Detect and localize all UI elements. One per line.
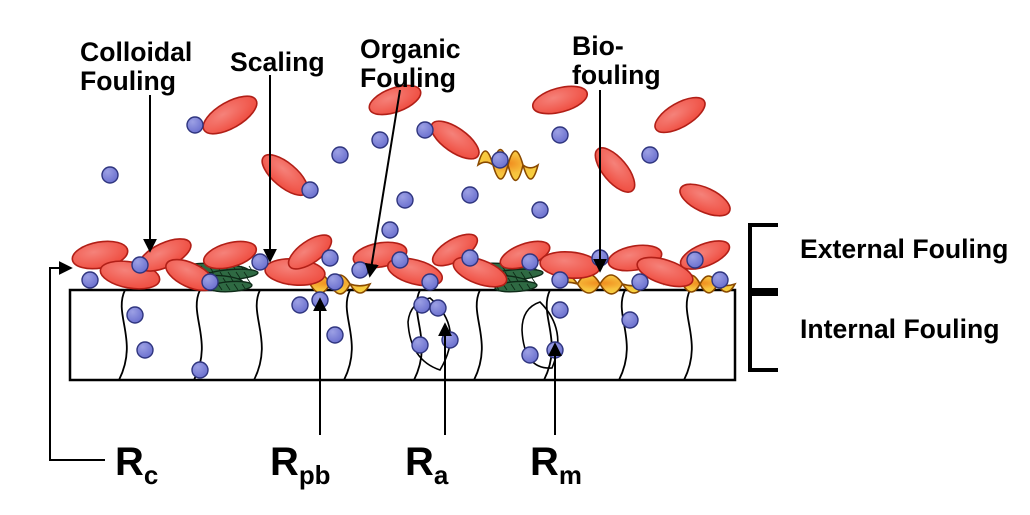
label-colloidal: Colloidal Fouling (80, 38, 192, 97)
membrane (70, 290, 735, 380)
label-external: External Fouling (800, 235, 1008, 264)
resist-rc: Rc (115, 440, 158, 491)
label-organic: Organic Fouling (360, 35, 461, 94)
resist-rpb: Rpb (270, 440, 330, 491)
side-brackets (750, 225, 778, 370)
particles-floating (102, 117, 658, 238)
label-bio: Bio- fouling (572, 32, 661, 91)
biofouling-floating (478, 150, 538, 181)
resist-rm: Rm (530, 440, 582, 491)
label-internal: Internal Fouling (800, 315, 999, 344)
label-scaling: Scaling (230, 48, 325, 77)
resist-ra: Ra (405, 440, 448, 491)
